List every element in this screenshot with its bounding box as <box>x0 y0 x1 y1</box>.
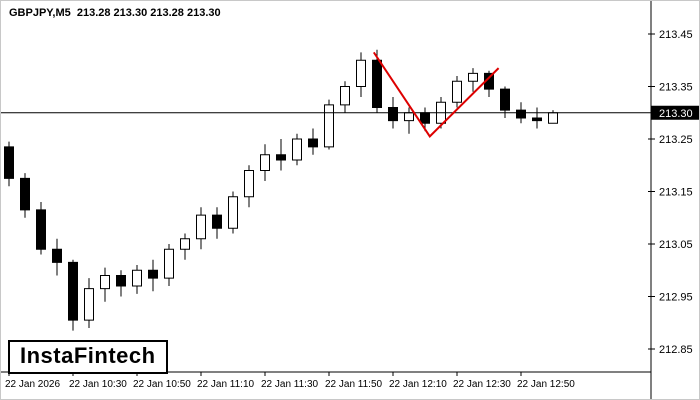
candle-body <box>452 80 462 103</box>
current-price-badge-label: 213.30 <box>659 108 693 120</box>
price-tick-label: 212.85 <box>659 344 693 356</box>
zigzag-line <box>372 51 500 138</box>
candle-body <box>68 261 78 321</box>
candle-body <box>516 109 526 119</box>
candle-body <box>388 107 398 122</box>
price-tick-label: 213.05 <box>659 239 693 251</box>
price-tick-label: 213.15 <box>659 187 693 199</box>
time-tick-label: 22 Jan 11:50 <box>325 379 383 390</box>
candle-body <box>116 275 126 287</box>
candle-body <box>180 238 190 250</box>
candle-body <box>468 72 478 82</box>
candle-body <box>196 214 206 240</box>
candle-body <box>212 214 222 229</box>
symbol-ohlc-label: GBPJPY,M5 213.28 213.30 213.28 213.30 <box>9 7 221 19</box>
candle-body <box>404 112 414 122</box>
time-tick-label: 22 Jan 11:10 <box>197 379 255 390</box>
candle-body <box>532 117 542 122</box>
broker-logo: InstaFintech <box>8 340 168 374</box>
candle-body <box>356 59 366 87</box>
time-tick-label: 22 Jan 2026 <box>5 379 60 390</box>
price-tick-label: 213.35 <box>659 82 693 94</box>
price-tick-label: 213.25 <box>659 134 693 146</box>
candle-body <box>308 138 318 148</box>
candle-body <box>420 112 430 124</box>
time-tick-label: 22 Jan 12:30 <box>453 379 511 390</box>
candle-body <box>260 154 270 171</box>
candle-body <box>36 209 46 250</box>
candle-body <box>548 112 558 124</box>
time-tick-label: 22 Jan 11:30 <box>261 379 319 390</box>
time-tick-label: 22 Jan 10:50 <box>133 379 191 390</box>
candle-body <box>324 104 334 148</box>
time-tick-label: 22 Jan 12:10 <box>389 379 447 390</box>
candle-body <box>292 138 302 161</box>
price-tick-label: 213.45 <box>659 29 693 41</box>
candle-body <box>164 248 174 279</box>
candle-body <box>244 170 254 198</box>
candle-body <box>52 248 62 263</box>
candle-body <box>148 269 158 279</box>
candle-body <box>20 177 30 211</box>
candle-body <box>100 275 110 290</box>
time-tick-label: 22 Jan 12:50 <box>517 379 575 390</box>
price-tick-label: 212.95 <box>659 292 693 304</box>
candle-body <box>4 146 14 179</box>
candle-body <box>84 288 94 321</box>
candle-body <box>228 196 238 229</box>
candle-body <box>372 59 382 108</box>
candle-body <box>132 269 142 287</box>
candle-body <box>276 154 286 161</box>
candle-body <box>340 86 350 106</box>
current-price-badge <box>651 105 699 120</box>
time-tick-label: 22 Jan 10:30 <box>69 379 127 390</box>
candle-body <box>500 88 510 111</box>
